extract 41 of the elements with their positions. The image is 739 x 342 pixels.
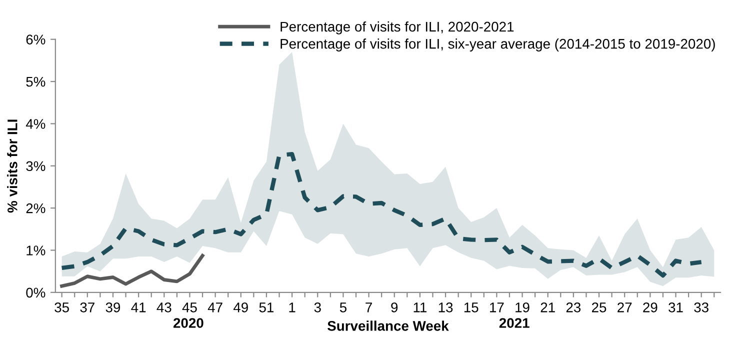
x-tick-label: 13: [438, 302, 453, 312]
x-tick-label: 15: [464, 302, 478, 312]
x-tick-label: 27: [618, 302, 632, 312]
x-tick-label: 45: [182, 302, 197, 312]
x-tick-label: 35: [54, 302, 69, 312]
x-tick-label: 17: [490, 302, 504, 312]
y-tick-label: 5%: [26, 76, 46, 87]
x-axis-title: Surveillance Week: [328, 320, 449, 331]
x-tick-label: 9: [391, 302, 398, 312]
text: 2021: [499, 318, 530, 328]
x-tick-label: 21: [540, 302, 555, 312]
x-tick-label: 43: [156, 302, 172, 312]
x-tick-label: 31: [668, 302, 683, 312]
y-tick-label: 1%: [26, 246, 46, 256]
line-series: [60, 254, 204, 288]
x-tick-label: 23: [566, 302, 581, 312]
y-tick-label: 3%: [26, 161, 46, 172]
x-tick-label: 41: [131, 302, 146, 312]
x-tick-label: 47: [208, 302, 222, 312]
x-tick-label: 25: [592, 302, 606, 312]
y-tick-label: 0%: [26, 288, 46, 298]
x-tick-label: 33: [694, 302, 708, 312]
x-tick-label: 1: [289, 302, 296, 312]
legend-label: Percentage of visits for ILI, 2020-2021: [280, 21, 514, 34]
y-tick-label: 6%: [26, 34, 46, 44]
legend-label: Percentage of visits for ILI, six-year average (2014-2015 to 2019-2020): [280, 38, 715, 52]
x-tick-label: 7: [366, 302, 372, 312]
x-tick-label: 19: [516, 302, 530, 312]
line-series: [60, 152, 704, 278]
x-tick-label: 37: [80, 302, 94, 312]
y-axis-title: % visits for ILI: [7, 120, 18, 213]
y-tick-label: 2%: [26, 203, 46, 214]
x-tick-label: 11: [414, 302, 426, 312]
y-tick-label: 4%: [26, 119, 46, 129]
x-tick-label: 39: [106, 302, 120, 312]
x-tick-label: 3: [314, 302, 321, 312]
x-tick-label: 51: [259, 302, 274, 312]
text: 2020: [173, 318, 204, 328]
x-tick-label: 49: [233, 302, 248, 312]
x-tick-label: 29: [643, 302, 658, 312]
x-tick-label: 5: [340, 302, 346, 312]
